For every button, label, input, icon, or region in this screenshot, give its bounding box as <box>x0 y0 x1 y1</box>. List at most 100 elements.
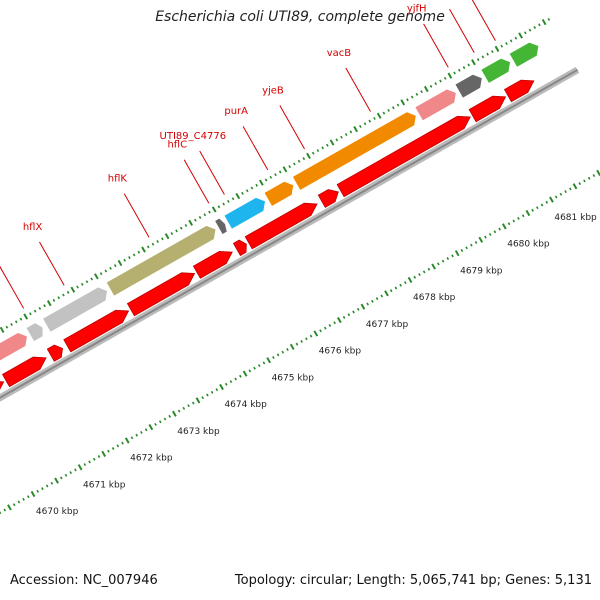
backbone-line <box>0 66 580 402</box>
minor-tick <box>26 495 30 499</box>
minor-tick <box>272 356 275 360</box>
minor-tick <box>215 388 219 392</box>
minor-tick <box>203 213 207 217</box>
minor-tick <box>29 312 32 316</box>
minor-tick <box>592 174 596 178</box>
minor-tick <box>500 44 504 48</box>
major-tick <box>384 290 389 297</box>
major-tick <box>400 99 406 106</box>
minor-tick <box>140 430 143 434</box>
gene-label: hflX <box>23 222 43 233</box>
minor-tick <box>533 25 537 29</box>
minor-tick <box>359 124 362 128</box>
label-leader-line <box>0 265 25 309</box>
major-tick <box>211 206 217 213</box>
minor-tick <box>50 481 54 485</box>
minor-tick <box>179 226 183 230</box>
minor-tick <box>434 82 438 86</box>
minor-tick <box>578 182 582 186</box>
minor-tick <box>276 353 280 357</box>
minor-tick <box>22 497 25 501</box>
major-tick <box>282 166 288 173</box>
minor-tick <box>191 401 195 405</box>
major-tick <box>235 192 241 200</box>
major-tick <box>219 383 224 391</box>
cds-arrow <box>244 202 318 250</box>
minor-tick <box>309 334 313 338</box>
minor-tick <box>161 237 164 241</box>
minor-tick <box>137 250 141 254</box>
minor-tick <box>536 206 539 210</box>
minor-tick <box>540 203 544 207</box>
minor-tick <box>481 55 485 59</box>
minor-tick <box>465 246 468 250</box>
major-tick <box>501 223 507 230</box>
minor-tick <box>253 366 256 370</box>
minor-tick <box>457 68 461 72</box>
gene-block-pura <box>263 180 295 208</box>
minor-tick <box>168 414 171 418</box>
major-tick <box>376 112 382 119</box>
cds-track <box>0 79 535 390</box>
minor-tick <box>231 197 235 201</box>
ruler-label: 4670 kbp <box>36 507 79 517</box>
minor-tick <box>371 299 374 303</box>
gene-block-yjeb <box>291 111 417 192</box>
inner-tick-ring <box>0 169 600 515</box>
minor-tick <box>509 39 513 43</box>
backbone-core <box>0 69 578 399</box>
gene-label: UTI89_C4776 <box>160 131 227 142</box>
minor-tick <box>470 243 473 247</box>
minor-tick <box>90 277 93 281</box>
minor-tick <box>222 202 225 206</box>
gene-label: hflC <box>167 140 187 151</box>
minor-tick <box>293 162 296 166</box>
gene-block-miaa <box>0 331 29 362</box>
minor-tick <box>170 232 174 235</box>
cds-arrow <box>232 239 247 257</box>
major-tick <box>77 464 83 471</box>
minor-tick <box>380 294 384 298</box>
cds-arrow <box>192 250 233 279</box>
minor-tick <box>356 307 360 311</box>
major-tick <box>188 219 194 226</box>
minor-tick <box>335 138 339 142</box>
genome-backbone <box>0 66 580 402</box>
minor-tick <box>257 364 261 368</box>
cds-arrow <box>468 95 507 123</box>
minor-tick <box>462 66 466 70</box>
minor-tick <box>498 227 501 231</box>
minor-tick <box>316 149 320 153</box>
major-tick <box>289 343 295 350</box>
minor-tick <box>245 189 249 193</box>
minor-tick <box>182 406 186 410</box>
cds-arrow <box>126 272 196 317</box>
minor-tick <box>10 323 13 326</box>
major-tick <box>259 179 264 186</box>
minor-tick <box>587 176 591 180</box>
minor-tick <box>568 187 572 191</box>
minor-tick <box>441 259 445 263</box>
minor-tick <box>156 240 159 244</box>
minor-tick <box>340 135 343 139</box>
label-leader-line <box>279 105 305 150</box>
minor-tick <box>36 489 40 493</box>
minor-tick <box>373 116 376 120</box>
minor-tick <box>321 146 324 150</box>
minor-tick <box>52 298 56 302</box>
minor-tick <box>507 222 511 226</box>
minor-tick <box>476 58 480 62</box>
minor-tick <box>375 297 379 301</box>
minor-tick <box>250 186 254 190</box>
minor-tick <box>437 262 440 266</box>
minor-tick <box>352 310 355 314</box>
minor-tick <box>427 267 431 271</box>
minor-tick <box>116 444 120 448</box>
major-tick <box>329 139 335 146</box>
ruler-label: 4671 kbp <box>83 480 126 490</box>
minor-tick <box>135 433 139 437</box>
minor-tick <box>323 326 327 330</box>
minor-tick <box>123 258 126 262</box>
major-tick <box>313 330 319 337</box>
